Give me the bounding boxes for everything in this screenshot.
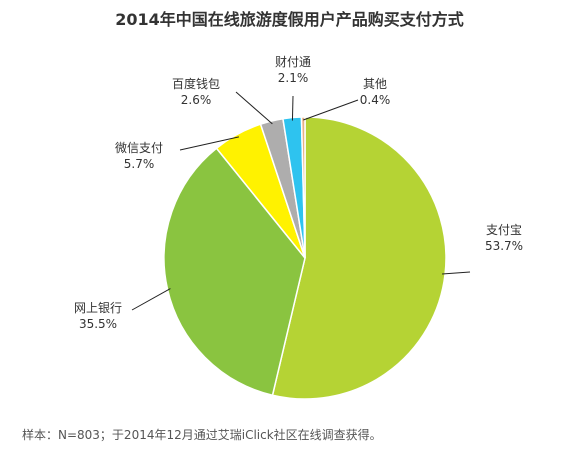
pie-slice-online-banking: [163, 147, 306, 397]
chart-title: 2014年中国在线旅游度假用户产品购买支付方式: [115, 10, 464, 29]
slice-label-alipay: 支付宝 53.7%: [474, 222, 534, 254]
pie-slice-alipay: [271, 116, 447, 400]
slice-label-value: 2.1%: [277, 71, 309, 85]
slice-label-value: 2.6%: [180, 93, 212, 107]
slice-label-value: 5.7%: [123, 157, 155, 171]
leader-line-alipay: [442, 271, 471, 275]
leader-line-online-banking: [131, 288, 171, 311]
slice-label-name: 微信支付: [114, 141, 163, 155]
slice-label-name: 网上银行: [73, 301, 122, 315]
leader-line-wechat-pay: [179, 136, 240, 151]
slice-label-name: 其他: [362, 77, 387, 91]
leader-line-tenpay: [291, 95, 294, 121]
slice-label-value: 35.5%: [78, 317, 118, 331]
slice-label-value: 0.4%: [359, 93, 391, 107]
slice-label-value: 53.7%: [484, 239, 524, 253]
leader-line-baidu-wallet: [235, 91, 273, 125]
slice-label-wechat-pay: 微信支付 5.7%: [107, 140, 171, 172]
slice-label-online-banking: 网上银行 35.5%: [66, 300, 130, 332]
footnote: 样本：N=803；于2014年12月通过艾瑞iClick社区在线调查获得。: [22, 428, 382, 442]
slice-label-other: 其他 0.4%: [352, 76, 398, 108]
pie-slice-other: [300, 116, 306, 259]
slice-label-name: 支付宝: [485, 223, 522, 237]
slice-label-baidu-wallet: 百度钱包 2.6%: [164, 76, 228, 108]
leader-line-other: [303, 99, 359, 121]
slice-label-name: 财付通: [274, 55, 311, 69]
slice-label-name: 百度钱包: [171, 77, 220, 91]
slice-label-tenpay: 财付通 2.1%: [266, 54, 320, 86]
